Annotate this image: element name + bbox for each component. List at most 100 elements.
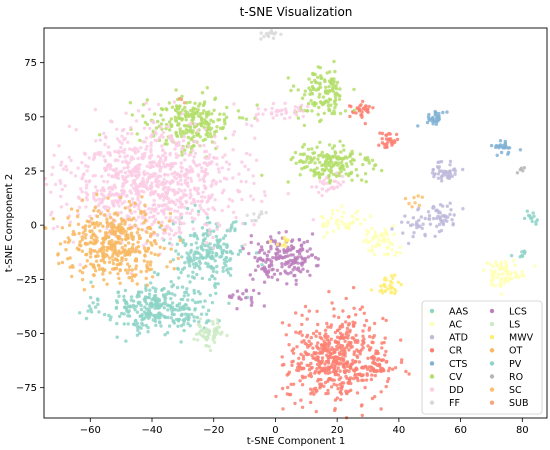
data-point-aas: [156, 312, 160, 317]
data-point-ot: [80, 198, 85, 202]
data-point-cv: [161, 107, 165, 112]
data-point-dd: [241, 221, 245, 226]
data-point-dd: [301, 109, 305, 113]
data-point-cr: [286, 385, 290, 390]
data-point-cv: [240, 116, 245, 120]
data-point-atd: [416, 208, 420, 212]
data-point-lcs: [303, 259, 307, 264]
data-point-cv: [318, 140, 322, 144]
data-point-cr: [360, 366, 364, 370]
data-point-ot: [127, 264, 132, 269]
data-point-dd: [83, 152, 88, 156]
data-point-dd: [200, 199, 204, 203]
data-point-dd: [161, 135, 165, 139]
data-point-dd: [159, 125, 163, 130]
data-point-aas: [86, 309, 90, 313]
data-point-aas: [180, 285, 185, 289]
data-point-cr: [313, 371, 317, 375]
data-point-dd: [181, 195, 185, 199]
data-point-dd: [240, 197, 244, 202]
data-point-dd: [108, 212, 112, 217]
data-point-dd: [102, 166, 107, 171]
data-point-dd: [135, 192, 139, 196]
data-point-cr: [305, 363, 309, 367]
data-point-mwv: [390, 281, 394, 285]
data-point-cv: [327, 85, 331, 89]
data-point-cts: [506, 150, 511, 155]
data-point-aas: [194, 241, 198, 245]
data-point-ot: [130, 278, 134, 283]
data-point-aas: [150, 297, 154, 302]
data-point-aas: [93, 305, 98, 309]
data-point-aas: [195, 237, 200, 241]
data-point-cr: [351, 323, 356, 327]
data-point-cv: [305, 154, 310, 159]
data-point-ls: [215, 318, 220, 322]
data-point-cr: [300, 313, 304, 317]
data-point-lcs: [262, 280, 267, 284]
data-point-ot: [120, 246, 124, 250]
data-point-dd: [145, 178, 149, 182]
data-point-aas: [193, 307, 197, 311]
data-point-aas: [184, 303, 188, 307]
data-point-dd: [191, 227, 196, 231]
data-point-cv: [173, 108, 178, 112]
data-point-cr: [407, 372, 411, 376]
data-point-aas: [163, 333, 167, 337]
data-point-aas: [159, 324, 163, 328]
data-point-dd: [120, 134, 124, 138]
data-point-dd: [78, 263, 82, 267]
data-point-dd: [154, 179, 158, 183]
data-point-cr: [309, 387, 313, 391]
data-point-dd: [171, 139, 175, 144]
data-point-cv: [318, 85, 323, 90]
data-point-ac: [520, 273, 524, 277]
data-point-dd: [55, 224, 60, 229]
data-point-cv: [358, 152, 362, 156]
data-point-cr: [384, 133, 388, 137]
data-point-cv: [333, 105, 337, 110]
data-point-dd: [210, 182, 214, 187]
data-point-cts: [495, 144, 499, 148]
data-point-ac: [367, 248, 371, 253]
data-point-cr: [338, 324, 342, 328]
data-point-dd: [53, 182, 58, 187]
data-point-ac: [394, 250, 399, 255]
data-point-ac: [364, 237, 368, 242]
data-point-dd: [158, 169, 162, 173]
data-point-dd: [252, 223, 256, 227]
data-point-cv: [203, 137, 208, 142]
data-point-cr: [301, 357, 306, 361]
data-point-lcs: [301, 267, 305, 271]
data-point-ac: [501, 266, 505, 271]
data-point-dd: [120, 141, 124, 146]
data-point-aas: [133, 308, 137, 312]
data-point-dd: [226, 204, 231, 209]
data-point-dd: [246, 167, 251, 172]
y-tick-label: 25: [24, 167, 37, 178]
data-point-ac: [340, 219, 344, 224]
data-point-aas: [165, 331, 170, 335]
data-point-ot: [143, 213, 147, 217]
data-point-cr: [324, 336, 328, 340]
data-point-aas: [186, 298, 190, 302]
data-point-dd: [174, 152, 178, 156]
data-point-aas: [183, 261, 187, 265]
data-point-cts: [495, 153, 499, 157]
data-point-cv: [298, 152, 303, 156]
data-point-cv: [330, 88, 334, 93]
data-point-atd: [436, 172, 441, 176]
data-point-cr: [382, 142, 386, 146]
data-point-atd: [428, 222, 433, 226]
data-point-cv: [334, 91, 339, 95]
data-point-dd: [155, 233, 159, 237]
data-point-ot: [80, 271, 85, 275]
data-point-lcs: [235, 289, 240, 293]
data-point-dd: [49, 190, 53, 194]
data-point-aas: [153, 319, 158, 323]
data-point-ot: [116, 236, 120, 240]
data-point-lcs: [237, 296, 241, 301]
data-point-cv: [360, 178, 364, 182]
data-point-cv: [186, 135, 191, 140]
data-point-cr: [330, 301, 334, 305]
